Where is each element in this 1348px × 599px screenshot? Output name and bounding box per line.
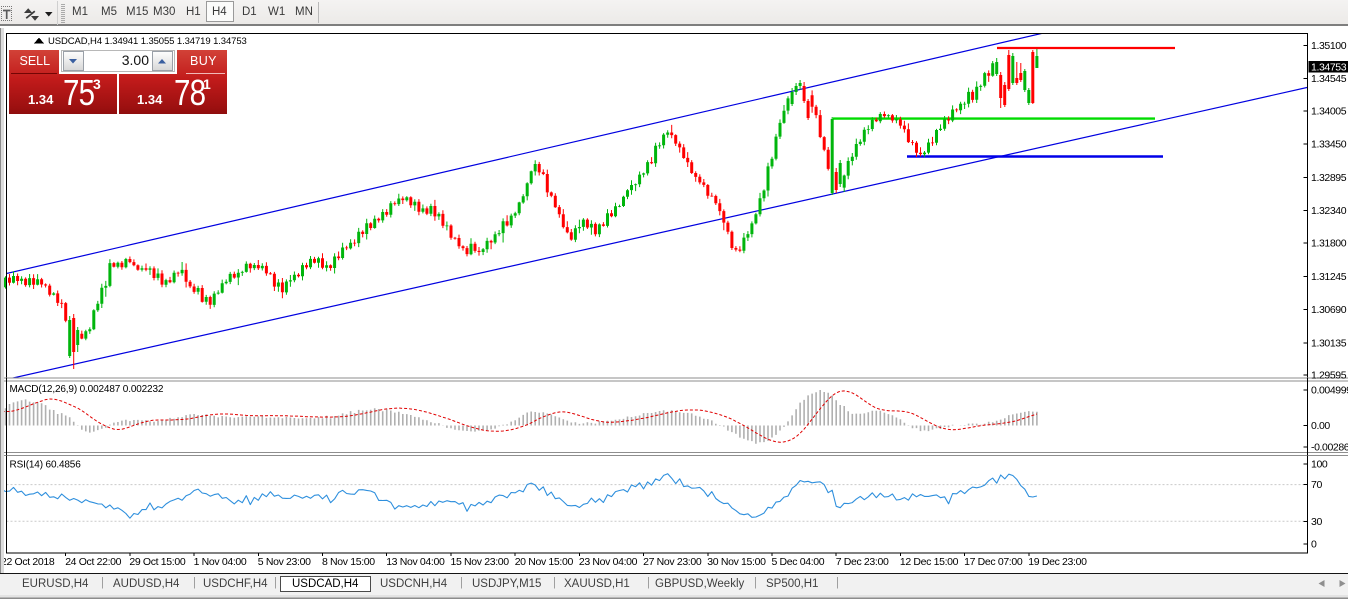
svg-text:1.34005: 1.34005	[1311, 105, 1347, 117]
svg-text:100: 100	[1311, 459, 1328, 471]
svg-text:22 Oct 2018: 22 Oct 2018	[1, 556, 55, 568]
svg-text:30 Nov 15:00: 30 Nov 15:00	[707, 556, 766, 568]
svg-text:17 Dec 07:00: 17 Dec 07:00	[964, 556, 1023, 568]
svg-text:5 Nov 23:00: 5 Nov 23:00	[258, 556, 311, 568]
svg-text:1.34545: 1.34545	[1311, 73, 1347, 85]
svg-text:1.31800: 1.31800	[1311, 238, 1347, 250]
svg-text:12 Dec 15:00: 12 Dec 15:00	[900, 556, 959, 568]
svg-text:0: 0	[1311, 539, 1317, 551]
svg-text:0.00: 0.00	[1311, 420, 1330, 432]
svg-text:29 Oct 15:00: 29 Oct 15:00	[129, 556, 185, 568]
svg-text:1.30690: 1.30690	[1311, 304, 1347, 316]
svg-text:1.32895: 1.32895	[1311, 172, 1347, 184]
svg-text:15 Nov 23:00: 15 Nov 23:00	[451, 556, 510, 568]
svg-text:8 Nov 15:00: 8 Nov 15:00	[322, 556, 375, 568]
svg-text:1.29595: 1.29595	[1311, 370, 1347, 382]
svg-text:1.34753: 1.34753	[1311, 61, 1347, 73]
svg-text:1.31245: 1.31245	[1311, 271, 1347, 283]
svg-text:24 Oct 22:00: 24 Oct 22:00	[65, 556, 121, 568]
svg-text:1 Nov 04:00: 1 Nov 04:00	[194, 556, 247, 568]
svg-text:13 Nov 04:00: 13 Nov 04:00	[386, 556, 445, 568]
svg-text:1.32340: 1.32340	[1311, 205, 1347, 217]
svg-text:1.30135: 1.30135	[1311, 337, 1347, 349]
svg-text:1.35100: 1.35100	[1311, 40, 1347, 52]
svg-text:27 Nov 23:00: 27 Nov 23:00	[643, 556, 702, 568]
svg-text:1.33450: 1.33450	[1311, 139, 1347, 151]
svg-text:20 Nov 15:00: 20 Nov 15:00	[515, 556, 574, 568]
svg-text:-0.00286: -0.00286	[1311, 442, 1348, 454]
svg-text:19 Dec 23:00: 19 Dec 23:00	[1028, 556, 1087, 568]
svg-text:23 Nov 04:00: 23 Nov 04:00	[579, 556, 638, 568]
svg-text:MACD(12,26,9) 0.002487 0.00223: MACD(12,26,9) 0.002487 0.002232	[10, 384, 164, 395]
svg-text:5 Dec 04:00: 5 Dec 04:00	[772, 556, 825, 568]
svg-text:RSI(14) 60.4856: RSI(14) 60.4856	[10, 460, 82, 471]
svg-text:70: 70	[1311, 479, 1322, 491]
svg-text:7 Dec 23:00: 7 Dec 23:00	[836, 556, 889, 568]
svg-text:30: 30	[1311, 516, 1322, 528]
svg-text:0.004999: 0.004999	[1311, 385, 1348, 397]
svg-text:USDCAD,H4 1.34941 1.35055 1.3: USDCAD,H4 1.34941 1.35055 1.34719 1.3475…	[48, 36, 247, 47]
